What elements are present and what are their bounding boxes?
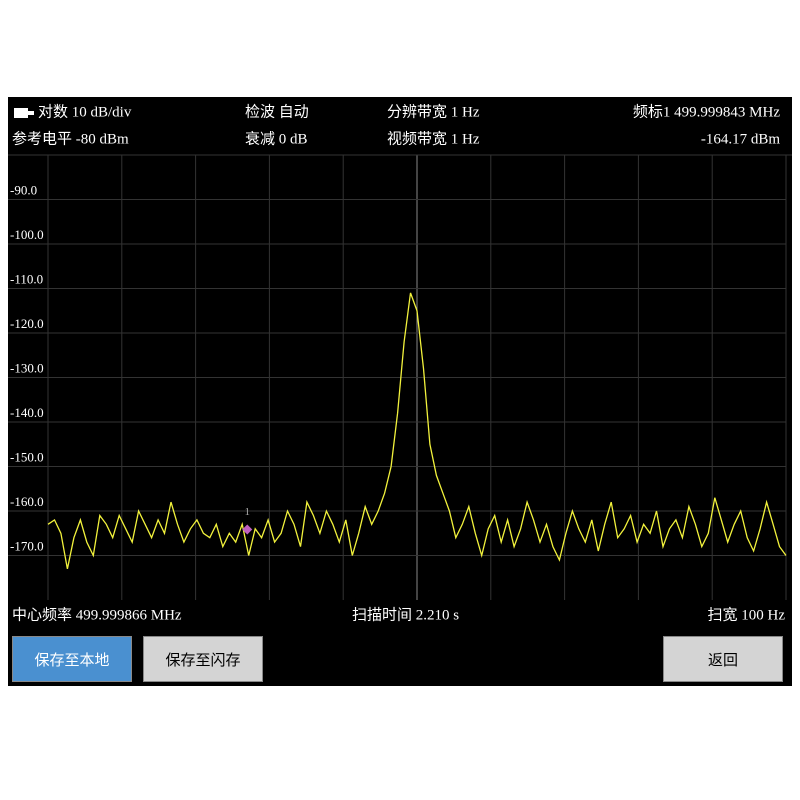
scale: 对数 10 dB/div bbox=[38, 103, 132, 120]
y-tick-label: -110.0 bbox=[10, 271, 43, 286]
rbw: 分辨带宽 1 Hz bbox=[387, 103, 480, 120]
y-tick-label: -90.0 bbox=[10, 182, 37, 197]
y-tick-label: -170.0 bbox=[10, 538, 44, 553]
center: 中心频率 499.999866 MHz bbox=[12, 606, 182, 623]
marker-level: -164.17 dBm bbox=[701, 131, 781, 147]
trace bbox=[47, 292, 787, 570]
y-tick-label: -150.0 bbox=[10, 449, 44, 464]
save-flash-button[interactable]: 保存至闪存 bbox=[143, 636, 263, 682]
marker bbox=[242, 524, 253, 535]
battery-icon bbox=[14, 108, 34, 118]
y-tick-label: -120.0 bbox=[10, 316, 44, 331]
y-tick-label: -100.0 bbox=[10, 227, 44, 242]
span: 扫宽 100 Hz bbox=[708, 606, 786, 623]
back-button[interactable]: 返回 bbox=[663, 636, 783, 682]
atten: 衰减 0 dB bbox=[245, 130, 308, 147]
y-tick-label: -160.0 bbox=[10, 494, 44, 509]
y-tick-label: -130.0 bbox=[10, 360, 44, 375]
detector: 检波 自动 bbox=[245, 103, 309, 120]
marker-label: 1 bbox=[245, 506, 251, 518]
save-local-button[interactable]: 保存至本地 bbox=[12, 636, 132, 682]
vbw: 视频带宽 1 Hz bbox=[387, 130, 480, 147]
ref-level: 参考电平 -80 dBm bbox=[12, 130, 129, 147]
y-tick-label: -140.0 bbox=[10, 405, 44, 420]
sweep: 扫描时间 2.210 s bbox=[352, 606, 459, 623]
marker-freq: 频标1 499.999843 MHz bbox=[633, 103, 780, 120]
